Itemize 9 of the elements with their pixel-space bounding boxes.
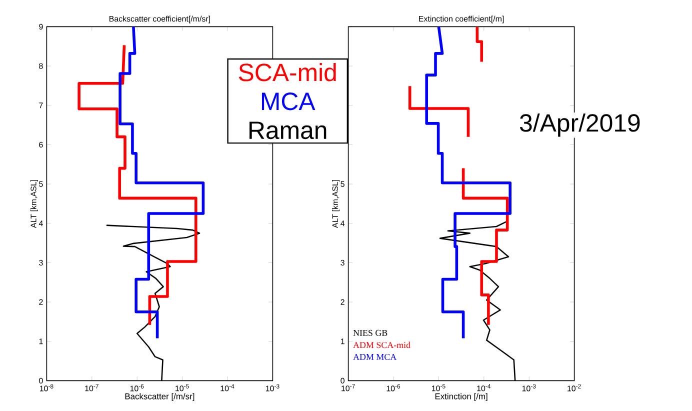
annotation: SCA-mid: [238, 63, 336, 82]
annotation: MCA: [262, 92, 316, 110]
text: NIES GB: [353, 330, 388, 336]
text: ADM SCA-mid: [353, 342, 410, 348]
text: ADM MCA: [353, 354, 397, 360]
annotation: 3/Apr/2019: [520, 114, 640, 137]
annotation: Raman: [250, 122, 326, 140]
x-axis-title: Extinction [/m]: [435, 393, 488, 402]
x-axis-title: Backscatter [/m/sr]: [125, 393, 194, 402]
